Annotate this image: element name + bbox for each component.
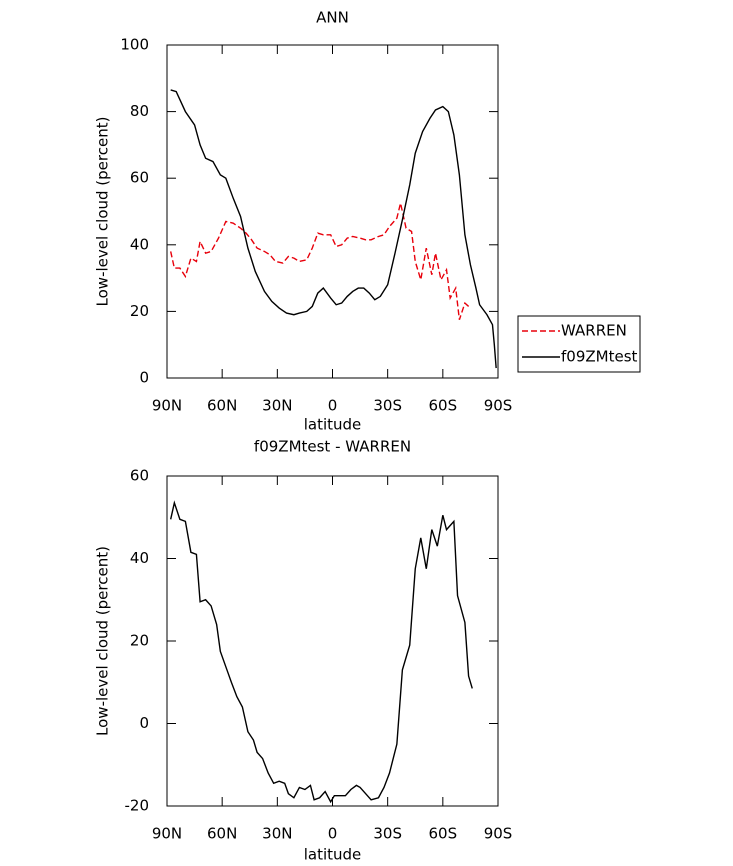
y-tick-label: 0 <box>139 369 149 387</box>
y-tick-label: 60 <box>130 467 149 485</box>
plot-frame <box>166 44 499 379</box>
x-tick-label: 60N <box>207 397 237 415</box>
legend-box <box>517 315 641 373</box>
chart-title: f09ZMtest - WARREN <box>254 438 411 456</box>
data-line <box>170 89 497 369</box>
x-tick-label: 0 <box>328 825 338 843</box>
chart-title: ANN <box>316 9 349 27</box>
y-tick-label: 100 <box>120 36 149 54</box>
y-tick-label: 80 <box>130 102 149 120</box>
x-tick-label: 30S <box>373 825 402 843</box>
x-tick-label: 0 <box>328 397 338 415</box>
y-tick-label: 20 <box>130 632 149 650</box>
x-axis-label: latitude <box>304 846 362 864</box>
plot-frame <box>166 475 499 807</box>
y-tick-label: -20 <box>125 797 150 815</box>
x-tick-label: 90S <box>484 397 513 415</box>
x-tick-label: 30N <box>262 825 292 843</box>
data-line <box>169 500 473 804</box>
y-tick-label: 40 <box>130 549 149 567</box>
x-tick-label: 30S <box>373 397 402 415</box>
y-axis-label: Low-level cloud (percent) <box>94 546 112 736</box>
x-tick-label: 60S <box>429 825 458 843</box>
x-axis-label: latitude <box>304 416 362 434</box>
y-tick-label: 40 <box>130 235 149 253</box>
x-tick-label: 60N <box>207 825 237 843</box>
legend-label: WARREN <box>561 322 627 340</box>
x-tick-label: 60S <box>429 397 458 415</box>
x-tick-label: 90N <box>152 397 182 415</box>
y-tick-label: 0 <box>139 714 149 732</box>
y-tick-label: 20 <box>130 302 149 320</box>
x-tick-label: 30N <box>262 397 292 415</box>
x-tick-label: 90S <box>484 825 513 843</box>
legend-label: f09ZMtest <box>561 348 638 366</box>
y-axis-label: Low-level cloud (percent) <box>94 117 112 307</box>
y-tick-label: 60 <box>130 169 149 187</box>
data-line <box>169 203 471 320</box>
x-tick-label: 90N <box>152 825 182 843</box>
